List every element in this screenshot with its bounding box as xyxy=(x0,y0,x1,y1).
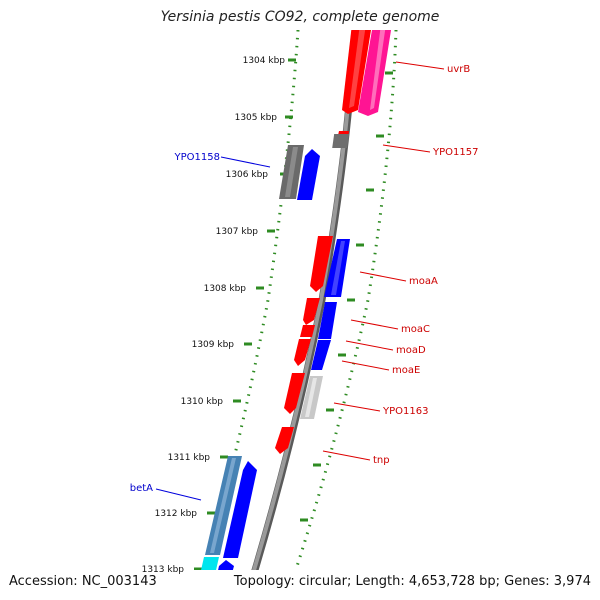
tick-label: 1305 kbp xyxy=(235,113,278,123)
gene-label-moaA[interactable]: moaA xyxy=(409,276,438,287)
gene-moaA-blue-hl xyxy=(331,241,345,295)
gene-YPO1158-highlight xyxy=(285,147,298,197)
gene-moaE[interactable] xyxy=(294,339,311,366)
tick-label: 1304 kbp xyxy=(243,56,286,66)
leader-betA xyxy=(155,488,202,501)
gene-YPO1163-gray-hl xyxy=(305,378,317,417)
gene-label-betA[interactable]: betA xyxy=(130,483,153,494)
tick-label: 1311 kbp xyxy=(168,453,211,463)
gene-label-YPO1163[interactable]: YPO1163 xyxy=(382,406,428,417)
gene-betA-blue[interactable] xyxy=(223,461,257,558)
accession-label: Accession: NC_003143 xyxy=(9,574,157,589)
gene-label-YPO1158[interactable]: YPO1158 xyxy=(174,152,220,163)
gene-cyan-blue[interactable] xyxy=(209,560,234,600)
ruler-track-right xyxy=(294,30,398,570)
gene-moaD-blue[interactable] xyxy=(311,340,331,370)
gene-label-moaC[interactable]: moaC xyxy=(401,324,430,335)
gene-moaC-blue[interactable] xyxy=(318,302,337,339)
tick-label: 1308 kbp xyxy=(204,284,247,294)
gene-pink-highlight xyxy=(370,30,386,110)
leader-moaD xyxy=(345,340,394,351)
gene-label-moaD[interactable]: moaD xyxy=(396,345,426,356)
tick-label: 1309 kbp xyxy=(192,340,235,350)
gene-tnp[interactable] xyxy=(275,427,294,454)
gene-YPO1158-blue[interactable] xyxy=(297,149,320,200)
ruler-ticks-left xyxy=(194,58,296,570)
leader-YPO1163 xyxy=(333,402,381,412)
leader-moaE xyxy=(341,360,390,371)
gene-uvrB-highlight xyxy=(349,30,366,108)
leader-YPO1157 xyxy=(382,144,431,153)
gene-label-YPO1157[interactable]: YPO1157 xyxy=(432,147,478,158)
tick-label: 1310 kbp xyxy=(181,397,224,407)
ruler-ticks-right xyxy=(300,71,393,522)
tick-label: 1307 kbp xyxy=(216,227,259,237)
gene-moaC[interactable] xyxy=(303,298,320,325)
leader-YPO1158 xyxy=(220,156,271,168)
tick-label: 1312 kbp xyxy=(155,509,198,519)
gene-YPO1163[interactable] xyxy=(284,373,305,414)
genome-title: Yersinia pestis CO92, complete genome xyxy=(160,9,440,25)
leader-moaC xyxy=(350,319,399,330)
gene-label-moaE[interactable]: moaE xyxy=(392,365,420,376)
gene-moaA[interactable] xyxy=(310,236,333,292)
gene-label-uvrB[interactable]: uvrB xyxy=(447,64,470,75)
leader-moaA xyxy=(359,271,407,282)
gene-moaD[interactable] xyxy=(300,325,315,337)
gene-label-tnp[interactable]: tnp xyxy=(373,455,390,466)
gene-YPO1157-gray[interactable] xyxy=(332,134,350,148)
gene-betA-highlight xyxy=(210,458,236,553)
genome-summary: Topology: circular; Length: 4,653,728 bp… xyxy=(233,574,591,589)
tick-label: 1306 kbp xyxy=(226,170,269,180)
leader-uvrB xyxy=(395,61,445,70)
ruler-track-left xyxy=(203,30,300,570)
leader-tnp xyxy=(322,450,371,461)
gene-cyan[interactable] xyxy=(192,557,219,600)
gene-pink[interactable] xyxy=(358,24,392,116)
tick-label: 1313 kbp xyxy=(142,565,185,575)
